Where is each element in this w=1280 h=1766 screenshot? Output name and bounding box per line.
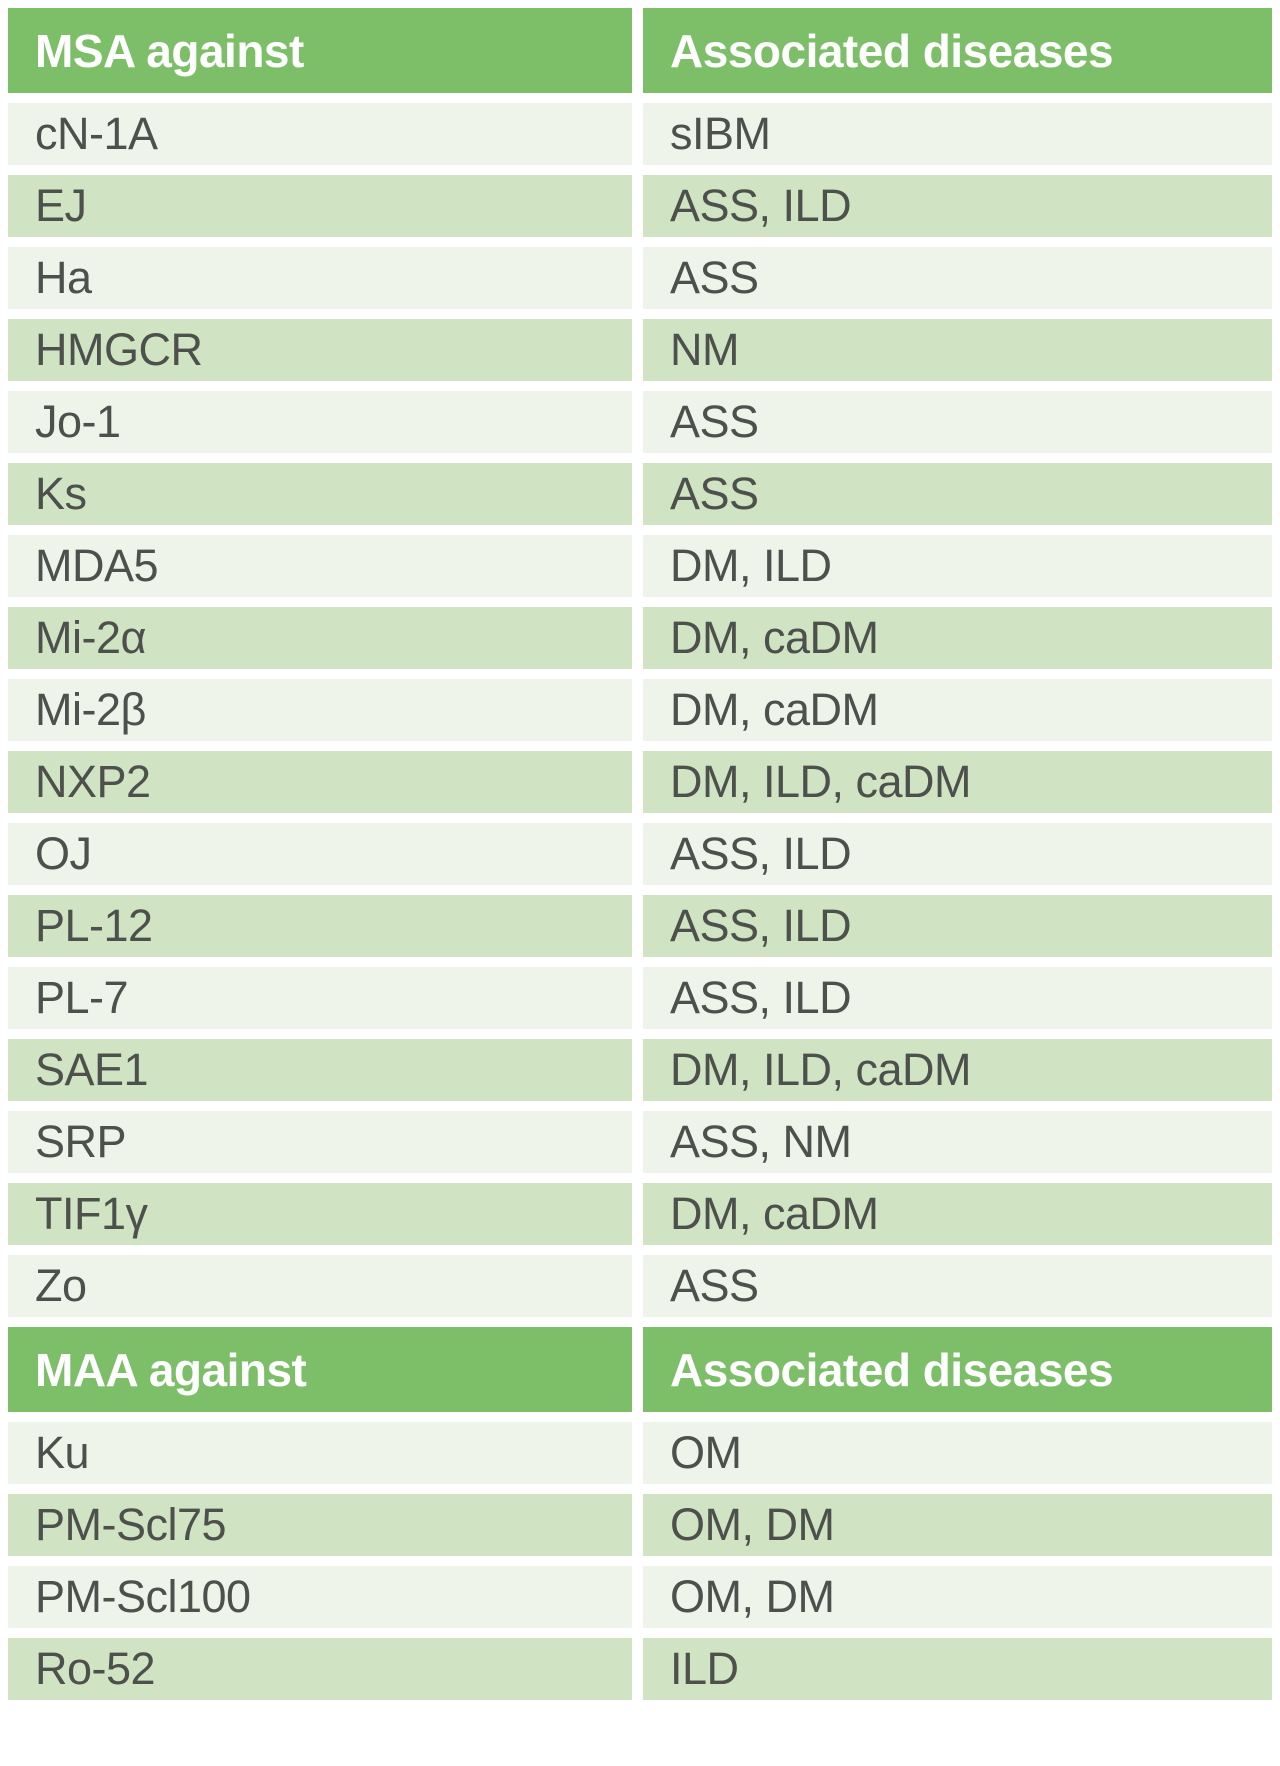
header-antigen-cell: MAA against: [8, 1327, 632, 1412]
table-row: Zo ASS: [8, 1255, 1272, 1317]
antigen-cell: Zo: [8, 1255, 632, 1317]
antigen-cell: EJ: [8, 175, 632, 237]
diseases-cell: NM: [643, 319, 1272, 381]
antigen-cell: Mi-2β: [8, 679, 632, 741]
table-row: Mi-2α DM, caDM: [8, 607, 1272, 669]
table-header-row: MSA against Associated diseases: [8, 8, 1272, 93]
diseases-cell: DM, ILD, caDM: [643, 751, 1272, 813]
diseases-cell: DM, ILD: [643, 535, 1272, 597]
table-row: PM-Scl75 OM, DM: [8, 1494, 1272, 1556]
header-antigen-cell: MSA against: [8, 8, 632, 93]
antigen-cell: PL-12: [8, 895, 632, 957]
antigen-cell: Ku: [8, 1422, 632, 1484]
table-row: Ks ASS: [8, 463, 1272, 525]
table-header-row: MAA against Associated diseases: [8, 1327, 1272, 1412]
table-row: Jo-1 ASS: [8, 391, 1272, 453]
header-diseases-cell: Associated diseases: [643, 1327, 1272, 1412]
diseases-cell: ASS, ILD: [643, 895, 1272, 957]
diseases-cell: OM, DM: [643, 1494, 1272, 1556]
diseases-cell: ASS, ILD: [643, 175, 1272, 237]
table-row: cN-1A sIBM: [8, 103, 1272, 165]
table-row: PL-7 ASS, ILD: [8, 967, 1272, 1029]
antigen-cell: PL-7: [8, 967, 632, 1029]
antigen-cell: NXP2: [8, 751, 632, 813]
table-row: SAE1 DM, ILD, caDM: [8, 1039, 1272, 1101]
antigen-cell: MDA5: [8, 535, 632, 597]
table-row: HMGCR NM: [8, 319, 1272, 381]
table-row: MDA5 DM, ILD: [8, 535, 1272, 597]
diseases-cell: ASS: [643, 247, 1272, 309]
antigen-cell: Jo-1: [8, 391, 632, 453]
table-row: EJ ASS, ILD: [8, 175, 1272, 237]
table-row: OJ ASS, ILD: [8, 823, 1272, 885]
diseases-cell: OM, DM: [643, 1566, 1272, 1628]
diseases-cell: OM: [643, 1422, 1272, 1484]
antigen-cell: Ks: [8, 463, 632, 525]
antigen-cell: cN-1A: [8, 103, 632, 165]
diseases-cell: ASS, ILD: [643, 967, 1272, 1029]
antigen-cell: TIF1γ: [8, 1183, 632, 1245]
table-row: Ha ASS: [8, 247, 1272, 309]
diseases-cell: DM, caDM: [643, 607, 1272, 669]
antigen-cell: SRP: [8, 1111, 632, 1173]
table-row: NXP2 DM, ILD, caDM: [8, 751, 1272, 813]
antigen-cell: PM-Scl75: [8, 1494, 632, 1556]
antigen-cell: Ha: [8, 247, 632, 309]
antigen-cell: Mi-2α: [8, 607, 632, 669]
diseases-cell: DM, caDM: [643, 1183, 1272, 1245]
diseases-cell: ASS: [643, 1255, 1272, 1317]
diseases-cell: ASS, ILD: [643, 823, 1272, 885]
diseases-cell: sIBM: [643, 103, 1272, 165]
header-diseases-cell: Associated diseases: [643, 8, 1272, 93]
table-row: PL-12 ASS, ILD: [8, 895, 1272, 957]
antigen-cell: OJ: [8, 823, 632, 885]
antigen-cell: PM-Scl100: [8, 1566, 632, 1628]
diseases-cell: DM, caDM: [643, 679, 1272, 741]
diseases-cell: DM, ILD, caDM: [643, 1039, 1272, 1101]
table-row: Mi-2β DM, caDM: [8, 679, 1272, 741]
antigen-cell: SAE1: [8, 1039, 632, 1101]
diseases-cell: ASS: [643, 463, 1272, 525]
diseases-cell: ASS: [643, 391, 1272, 453]
table-row: SRP ASS, NM: [8, 1111, 1272, 1173]
table-row: Ku OM: [8, 1422, 1272, 1484]
table-row: Ro-52 ILD: [8, 1638, 1272, 1700]
table-row: TIF1γ DM, caDM: [8, 1183, 1272, 1245]
antigen-cell: Ro-52: [8, 1638, 632, 1700]
antigen-cell: HMGCR: [8, 319, 632, 381]
diseases-cell: ASS, NM: [643, 1111, 1272, 1173]
antibody-disease-table: MSA against Associated diseases cN-1A sI…: [8, 8, 1272, 1700]
table-row: PM-Scl100 OM, DM: [8, 1566, 1272, 1628]
diseases-cell: ILD: [643, 1638, 1272, 1700]
